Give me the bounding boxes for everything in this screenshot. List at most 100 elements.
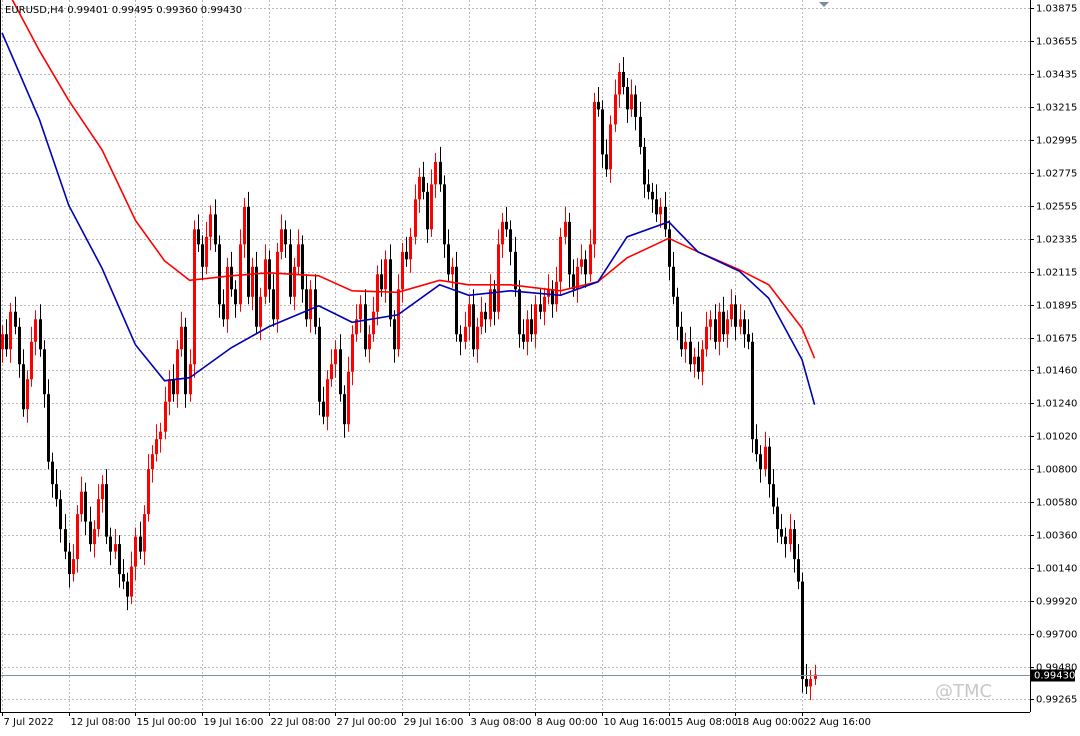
candle-body xyxy=(480,311,483,327)
x-tick-label: 18 Aug 00:00 xyxy=(737,717,804,728)
candle-body xyxy=(489,289,492,320)
x-tick-label: 27 Jul 00:00 xyxy=(337,717,397,728)
candle-body xyxy=(364,304,367,350)
candle-body xyxy=(568,221,571,275)
candle-body xyxy=(601,109,604,155)
candle-body xyxy=(405,251,408,260)
candle-body xyxy=(268,259,271,290)
shift-marker xyxy=(819,2,829,7)
candle-body xyxy=(764,446,767,470)
candle-body xyxy=(543,296,546,312)
candle-body xyxy=(768,446,771,485)
candle-body xyxy=(22,364,25,410)
x-tick-label: 15 Aug 08:00 xyxy=(671,717,738,728)
candle-body xyxy=(109,536,112,552)
y-tick-label: 1.02115 xyxy=(1036,268,1077,279)
candle-body xyxy=(280,229,283,252)
candle-body xyxy=(505,221,508,230)
candle-body xyxy=(218,244,221,305)
candle-body xyxy=(39,319,42,350)
candle-body xyxy=(718,311,721,342)
y-tick-label: 0.99920 xyxy=(1036,597,1077,608)
candle-body xyxy=(422,176,425,192)
plot xyxy=(0,0,1030,701)
candle-body xyxy=(359,304,362,320)
candle-body xyxy=(84,491,87,522)
candle-body xyxy=(468,304,471,327)
candle-body xyxy=(93,529,96,545)
candle-body xyxy=(214,214,217,245)
candle-body xyxy=(639,116,642,147)
candle-body xyxy=(276,251,279,320)
candle-body xyxy=(164,401,167,432)
x-tick-label: 22 Jul 08:00 xyxy=(271,717,331,728)
x-tick-label: 19 Jul 16:00 xyxy=(204,717,264,728)
candle-body xyxy=(97,499,100,530)
candle-body xyxy=(384,259,387,290)
candle-body xyxy=(647,184,650,192)
candle-body xyxy=(139,536,142,552)
candle-body xyxy=(155,439,158,455)
candle-body xyxy=(68,551,71,575)
y-tick-label: 1.02775 xyxy=(1036,169,1077,180)
axes: 1.03875 1.03655 1.03435 1.03215 1.02995 1.027… xyxy=(2,4,1077,728)
candle-body xyxy=(247,206,250,297)
candle-body xyxy=(184,326,187,395)
y-tick-label: 1.01895 xyxy=(1036,301,1077,312)
candle-body xyxy=(389,259,392,320)
candle-body xyxy=(559,236,562,282)
candle-body xyxy=(72,559,75,575)
candle-body xyxy=(80,491,83,515)
candle-body xyxy=(739,319,742,327)
candle-body xyxy=(105,484,108,537)
candle-body xyxy=(401,251,404,290)
candle-body xyxy=(693,356,696,365)
candle-body xyxy=(759,454,762,470)
candle-body xyxy=(551,289,554,305)
x-tick-label: 12 Jul 08:00 xyxy=(71,717,131,728)
candle-body xyxy=(576,266,579,290)
candle-body xyxy=(747,334,750,342)
candle-body xyxy=(722,311,725,335)
candle-body xyxy=(659,206,662,215)
candle-body xyxy=(564,221,567,237)
candle-body xyxy=(226,266,229,320)
candle-body xyxy=(101,484,104,500)
candle-body xyxy=(614,94,617,125)
candle-body xyxy=(547,289,550,297)
candle-body xyxy=(1,334,4,350)
candle-body xyxy=(680,326,683,350)
candle-body xyxy=(343,394,346,425)
candle-body xyxy=(43,349,46,395)
candle-body xyxy=(293,266,296,297)
candle-body xyxy=(684,341,687,350)
candle-body xyxy=(18,326,21,365)
candle-body xyxy=(172,379,175,395)
last-price-box xyxy=(1031,669,1075,682)
candle-body xyxy=(509,229,512,252)
x-tick-label: 22 Aug 16:00 xyxy=(804,717,871,728)
candle-body xyxy=(372,311,375,335)
x-tick-label: 29 Jul 16:00 xyxy=(404,717,464,728)
candle-body xyxy=(326,379,329,417)
candle-body xyxy=(51,461,54,485)
candle-body xyxy=(205,236,208,267)
candle-body xyxy=(209,214,212,237)
candle-body xyxy=(134,536,137,567)
candle-body xyxy=(609,124,612,170)
candle-body xyxy=(147,469,150,515)
candle-body xyxy=(130,566,133,597)
candle-body xyxy=(284,229,287,245)
candle-body xyxy=(197,229,200,245)
candle-body xyxy=(180,326,183,350)
candle-body xyxy=(151,454,154,470)
y-tick-label: 1.03435 xyxy=(1036,70,1077,81)
candle-body xyxy=(472,304,475,350)
candle-body xyxy=(322,401,325,417)
candle-body xyxy=(234,289,237,305)
candle-body xyxy=(584,259,587,275)
candle-body xyxy=(418,176,421,200)
candle-body xyxy=(772,484,775,507)
candle-body xyxy=(701,349,704,372)
